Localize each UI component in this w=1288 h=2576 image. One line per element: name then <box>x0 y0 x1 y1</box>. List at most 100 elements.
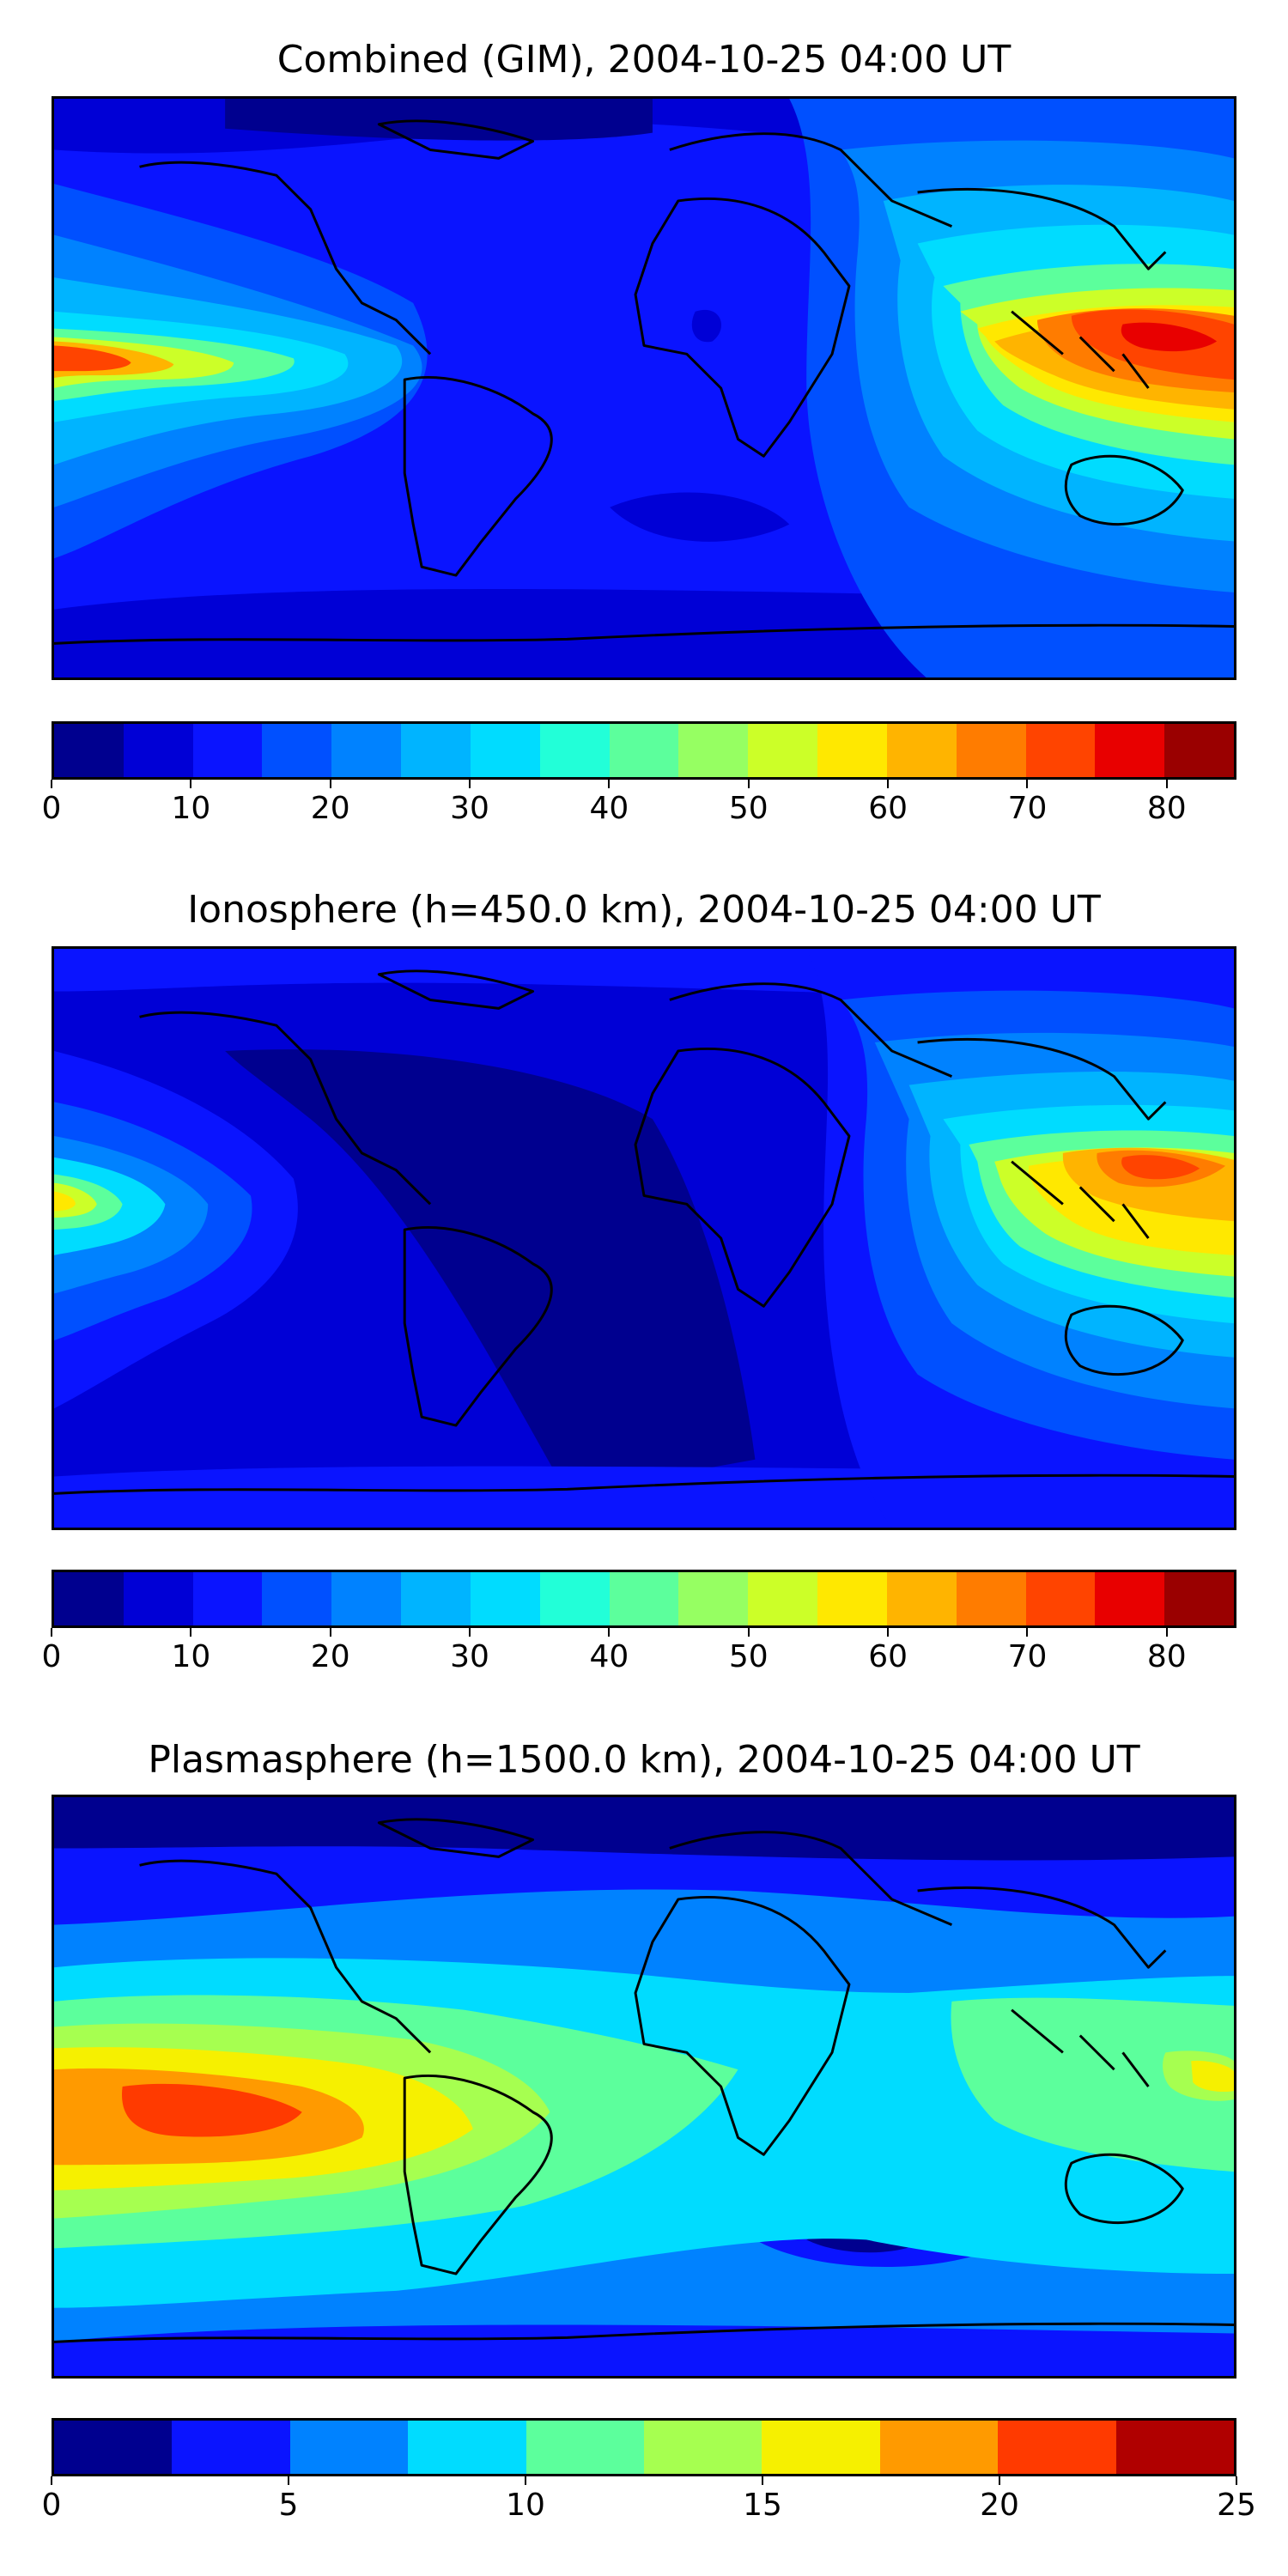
colorbar-segment <box>609 724 679 777</box>
colorbar-segment <box>1164 724 1235 777</box>
colorbar-segment <box>401 1572 471 1625</box>
colorbar-segment <box>123 724 193 777</box>
tec-contour-combined <box>54 99 1234 677</box>
colorbar-tick-label: 70 <box>1007 791 1048 826</box>
colorbar-tick-mark <box>469 1628 471 1637</box>
colorbar-segment <box>54 724 124 777</box>
colorbar-ticks-combined: 0 10 20 30 40 50 60 70 80 <box>42 780 1236 831</box>
colorbar-tick-mark <box>190 780 192 788</box>
colorbar-segment <box>817 1572 887 1625</box>
colorbar-segment <box>678 1572 749 1625</box>
colorbar-segment <box>956 724 1026 777</box>
colorbar-segment <box>748 724 818 777</box>
tec-map-ionosphere <box>52 946 1236 1530</box>
colorbar-tick-mark <box>887 780 890 788</box>
colorbar-segment <box>262 1572 332 1625</box>
colorbar-combined <box>52 721 1236 780</box>
colorbar-segment <box>644 2421 762 2474</box>
colorbar-tick-mark <box>329 780 331 788</box>
colorbar-segment <box>886 724 957 777</box>
map-title-ionosphere: Ionosphere (h=450.0 km), 2004-10-25 04:0… <box>187 888 1101 932</box>
colorbar-tick-label: 80 <box>1146 1639 1187 1674</box>
colorbar-tick-mark <box>469 780 471 788</box>
colorbar-segment <box>192 1572 263 1625</box>
colorbar-tick-label: 20 <box>310 791 350 826</box>
map-title-combined: Combined (GIM), 2004-10-25 04:00 UT <box>276 38 1012 82</box>
colorbar-segment <box>539 1572 610 1625</box>
colorbar-segment <box>331 1572 402 1625</box>
colorbar-tick-label: 30 <box>450 1639 489 1674</box>
colorbar-tick-mark <box>608 780 611 788</box>
colorbar-segment <box>192 724 263 777</box>
colorbar-tick-label: 20 <box>980 2488 1019 2523</box>
colorbar-segment <box>1025 724 1096 777</box>
colorbar-segment <box>470 724 540 777</box>
colorbar-tick-label: 60 <box>868 791 908 826</box>
tec-contour-ionosphere <box>54 949 1234 1528</box>
colorbar-tick-label: 10 <box>171 791 211 826</box>
colorbar-tick-label: 10 <box>171 1639 211 1674</box>
colorbar-tick-mark <box>190 1628 192 1637</box>
colorbar-tick-label: 40 <box>589 791 629 826</box>
colorbar-segment <box>1095 724 1165 777</box>
colorbar-segment <box>762 2421 880 2474</box>
colorbar-tick-label: 15 <box>743 2488 782 2523</box>
colorbar-ticks-ionosphere: 0 10 20 30 40 50 60 70 80 <box>42 1628 1236 1680</box>
colorbar-tick-mark <box>762 2476 763 2485</box>
colorbar-segment <box>998 2421 1116 2474</box>
colorbar-segment <box>401 724 471 777</box>
colorbar-tick-label: 30 <box>450 791 489 826</box>
colorbar-segment <box>54 2421 173 2474</box>
map-title-plasmasphere: Plasmasphere (h=1500.0 km), 2004-10-25 0… <box>148 1738 1140 1782</box>
colorbar-tick-label: 25 <box>1217 2488 1256 2523</box>
colorbar-tick-mark <box>525 2476 526 2485</box>
colorbar-tick-mark <box>51 780 52 788</box>
tec-map-combined <box>52 96 1236 680</box>
colorbar-segment <box>172 2421 290 2474</box>
colorbar-tick-mark <box>747 1628 750 1637</box>
colorbar-segment <box>1095 1572 1165 1625</box>
colorbar-segment <box>289 2421 409 2474</box>
colorbar-tick-label: 0 <box>41 2488 62 2523</box>
colorbar-segment <box>470 1572 540 1625</box>
tec-contour-plasmasphere <box>54 1797 1234 2376</box>
colorbar-tick-mark <box>288 2476 289 2485</box>
colorbar-segment <box>879 2421 999 2474</box>
colorbar-segment <box>886 1572 957 1625</box>
colorbar-tick-label: 0 <box>41 791 62 826</box>
colorbar-tick-mark <box>51 1628 52 1637</box>
colorbar-tick-mark <box>747 780 750 788</box>
colorbar-tick-label: 80 <box>1146 791 1187 826</box>
colorbar-tick-mark <box>1026 1628 1029 1637</box>
tec-map-plasmasphere <box>52 1795 1236 2379</box>
colorbar-tick-mark <box>608 1628 611 1637</box>
colorbar-tick-mark <box>1165 1628 1168 1637</box>
colorbar-tick-label: 10 <box>506 2488 545 2523</box>
colorbar-tick-label: 50 <box>728 1639 769 1674</box>
colorbar-plasmasphere <box>52 2418 1236 2476</box>
colorbar-tick-mark <box>51 2476 52 2485</box>
colorbar-tick-mark <box>1026 780 1029 788</box>
colorbar-segment <box>609 1572 679 1625</box>
colorbar-tick-mark <box>1165 780 1168 788</box>
colorbar-tick-mark <box>329 1628 331 1637</box>
colorbar-segment <box>539 724 610 777</box>
colorbar-segment <box>748 1572 818 1625</box>
colorbar-segment <box>1025 1572 1096 1625</box>
colorbar-tick-label: 20 <box>310 1639 350 1674</box>
colorbar-ticks-plasmasphere: 0 5 10 15 20 25 <box>42 2476 1256 2528</box>
colorbar-segment <box>1164 1572 1235 1625</box>
colorbar-segment <box>956 1572 1026 1625</box>
colorbar-tick-label: 5 <box>278 2488 299 2523</box>
colorbar-tick-label: 60 <box>868 1639 908 1674</box>
colorbar-tick-label: 70 <box>1007 1639 1048 1674</box>
colorbar-segment <box>817 724 887 777</box>
colorbar-tick-mark <box>1236 2476 1237 2485</box>
colorbar-tick-mark <box>999 2476 1000 2485</box>
colorbar-segment <box>54 1572 124 1625</box>
colorbar-tick-label: 50 <box>728 791 769 826</box>
colorbar-segment <box>526 2421 645 2474</box>
colorbar-tick-label: 0 <box>41 1639 62 1674</box>
colorbar-tick-mark <box>887 1628 890 1637</box>
colorbar-segment <box>408 2421 526 2474</box>
